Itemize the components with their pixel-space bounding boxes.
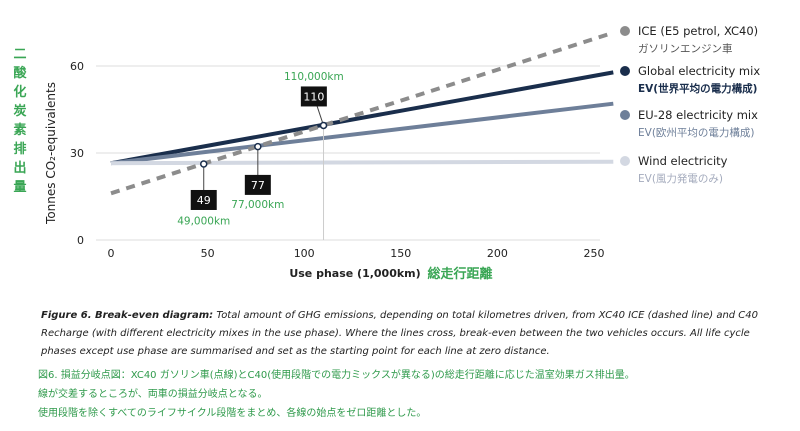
break-even-callout: 49 49,000km [177,160,230,227]
y-tick-label: 0 [77,234,84,247]
axis-layer: 0 30 60 0 50 100 150 200 250 Tonnes CO₂-equivalen… [13,47,604,282]
x-axis-title: Use phase (1,000km) [289,267,420,280]
y-axis-title-jp-char: 二 [13,47,26,62]
callout-box [300,86,327,107]
annotation-layer: 110 110,000km 77 77,000km 49 49,000km [177,71,344,240]
legend-item-1: ICE (E5 petrol, XC40) ガソリンエンジン車 [620,24,758,55]
break-even-point [319,121,328,130]
legend-marker [620,66,630,76]
series-line-2 [110,70,614,166]
x-tick-label: 200 [487,247,508,260]
caption-jp-line-3: 使用段階を除くすべてのライフサイクル段階をまとめ、各線の始点をゼロ距離とした。 [38,408,427,419]
callout-km-label: 49,000km [177,215,230,227]
callout-km-label: 77,000km [231,199,284,211]
callout-value: 110 [303,90,324,103]
callout-value: 49 [197,194,211,207]
legend-label: Wind electricity [638,154,728,168]
x-tick-label: 150 [390,247,411,260]
break-even-point [254,142,262,151]
break-even-callout: 110 110,000km [284,71,344,240]
y-axis-title-jp-char: 化 [13,84,26,100]
caption-body: Total amount of GHG emissions, depending… [41,310,759,357]
caption-jp-line-1: 図6. 損益分岐点図：XC40 ガソリン車(点線)とC40(使用段階での電力ミッ… [38,370,635,381]
break-even-callout: 77 77,000km [231,142,284,211]
legend-marker [620,26,630,36]
y-tick-label: 30 [70,147,84,160]
figure-caption-jp: 図6. 損益分岐点図：XC40 ガソリン車(点線)とC40(使用段階での電力ミッ… [38,366,788,423]
figure-caption: Figure 6. Break-even diagram: Total amou… [41,307,781,361]
y-axis-title-jp-char: 排 [13,141,26,157]
legend: ICE (E5 petrol, XC40) ガソリンエンジン車 Global ele… [620,24,760,185]
y-axis-title: Tonnes CO₂-equivalents [44,82,58,225]
callout-km-label: 110,000km [284,71,344,83]
y-axis-title-jp-char: 酸 [13,65,27,81]
x-tick-label: 0 [108,247,115,260]
series-line-3 [110,101,614,166]
x-axis-title-jp: 総走行距離 [427,266,492,282]
x-tick-label: 50 [201,247,215,260]
callout-box [190,189,217,210]
break-even-point [199,160,208,168]
series-line-1 [110,30,614,196]
legend-label-jp: EV(欧州平均の電力構成) [638,126,755,139]
series-line-4 [110,159,614,166]
legend-label-jp: EV(世界平均の電力構成) [638,82,757,95]
y-tick-label: 60 [70,60,84,73]
series-layer [110,30,614,196]
callout-box [244,174,271,195]
break-even-chart: 110 110,000km 77 77,000km 49 49,000km 0 30 60 0 5… [13,24,760,282]
y-axis-title-jp-char: 素 [13,122,26,138]
caption-jp-line-2: 線が交差するところが、両車の損益分岐点となる。 [38,389,268,400]
legend-label: Global electricity mix [638,64,760,78]
legend-label-jp: ガソリンエンジン車 [638,42,733,55]
legend-item-4: Wind electricity EV(風力発電のみ) [620,154,728,185]
y-axis-title-jp-char: 出 [13,160,26,176]
x-tick-label: 250 [584,247,605,260]
x-tick-label: 100 [294,247,315,260]
grid-layer [96,65,600,241]
legend-item-2: Global electricity mix EV(世界平均の電力構成) [620,64,760,95]
legend-marker [620,156,630,166]
legend-item-3: EU-28 electricity mix EV(欧州平均の電力構成) [620,108,758,139]
callout-value: 77 [251,179,265,192]
caption-title: Figure 6. Break-even diagram: [41,310,214,321]
legend-label: EU-28 electricity mix [638,108,758,122]
y-axis-title-jp-char: 量 [13,180,26,195]
legend-label: ICE (E5 petrol, XC40) [638,24,758,38]
y-axis-title-jp-char: 炭 [13,103,26,119]
legend-label-jp: EV(風力発電のみ) [638,172,723,185]
legend-marker [620,110,630,120]
